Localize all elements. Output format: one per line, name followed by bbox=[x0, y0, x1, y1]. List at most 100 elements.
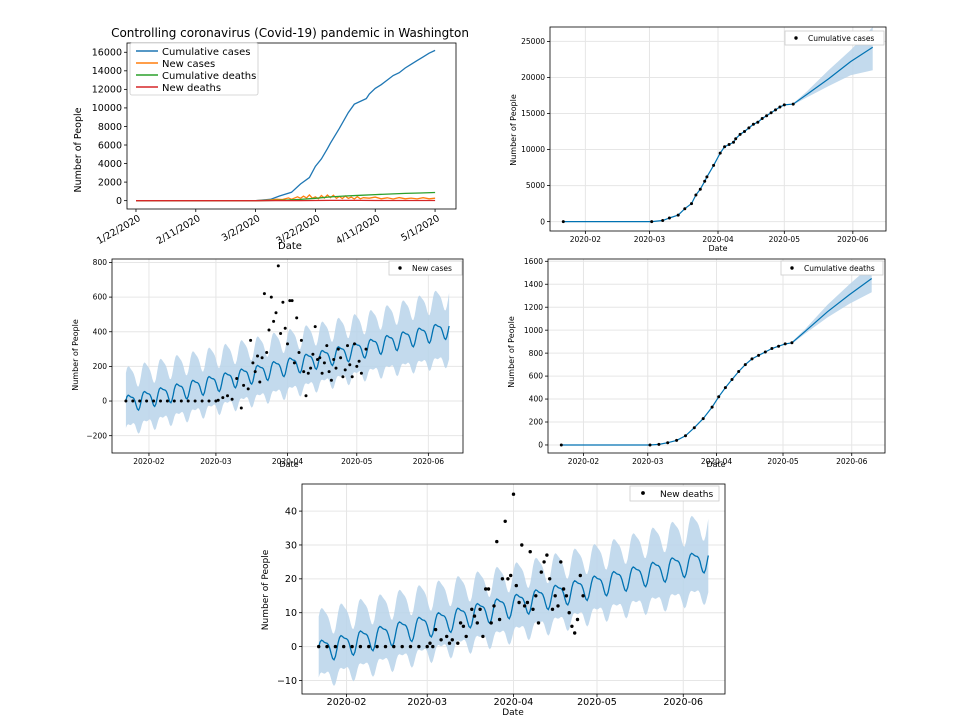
observed-point bbox=[698, 187, 702, 191]
cases-forecast-legend: Cumulative cases bbox=[784, 30, 885, 46]
observed-point bbox=[276, 264, 280, 268]
legend-label-cumulative-deaths: Cumulative deaths bbox=[162, 71, 256, 82]
observed-point bbox=[200, 399, 204, 403]
observed-point bbox=[408, 644, 413, 649]
x-tick-label: 2020-05 bbox=[577, 697, 617, 708]
x-tick-label: 2020-06 bbox=[413, 457, 445, 466]
y-tick-label: 1000 bbox=[524, 326, 543, 335]
x-tick-label: 2020-05 bbox=[767, 457, 799, 466]
observed-point bbox=[262, 292, 266, 296]
observed-point bbox=[703, 179, 707, 183]
observed-point bbox=[550, 607, 555, 611]
cases-forecast-ylabel: Number of People bbox=[509, 94, 518, 166]
observed-point bbox=[486, 587, 491, 591]
observed-point bbox=[581, 594, 585, 598]
observed-point bbox=[492, 604, 496, 608]
x-tick-label: 2020-04 bbox=[702, 235, 734, 244]
y-tick-label: 15000 bbox=[521, 109, 545, 118]
observed-point bbox=[281, 300, 285, 304]
observed-point bbox=[350, 375, 354, 379]
observed-point bbox=[249, 338, 253, 342]
x-tick-label: 5/1/2020 bbox=[399, 213, 441, 244]
y-tick-label: 800 bbox=[93, 258, 108, 267]
x-tick-label: 2020-03 bbox=[634, 235, 666, 244]
deaths-forecast-xlabel: Date bbox=[706, 460, 725, 469]
observed-point bbox=[283, 326, 287, 330]
observed-point bbox=[341, 375, 345, 379]
observed-point bbox=[760, 117, 764, 120]
observed-point bbox=[545, 553, 549, 557]
observed-point bbox=[497, 617, 502, 622]
y-tick-label: 4000 bbox=[98, 159, 122, 170]
observed-point bbox=[309, 366, 313, 370]
observed-point bbox=[325, 344, 329, 348]
x-tick-label: 4/11/2020 bbox=[334, 213, 382, 247]
new-deaths-forecast-panel: 2020-02 2020-03 2020-04 2020-05 2020-06 −10 0 1… bbox=[261, 483, 726, 718]
observed-point bbox=[548, 577, 552, 581]
observed-point bbox=[316, 358, 319, 361]
new-cases-forecast-legend: New cases bbox=[388, 260, 463, 276]
x-tick-label: 2020-03 bbox=[632, 457, 664, 466]
forecast-uncertainty-band bbox=[791, 264, 872, 344]
observed-point bbox=[684, 434, 687, 438]
y-tick-label: 0 bbox=[291, 642, 297, 653]
observed-point bbox=[327, 370, 331, 374]
observed-point bbox=[723, 386, 727, 390]
observed-point bbox=[165, 399, 169, 403]
observed-point bbox=[534, 594, 538, 598]
observed-point bbox=[353, 342, 356, 346]
observed-point bbox=[500, 577, 505, 581]
y-tick-label: 2000 bbox=[98, 177, 122, 188]
observed-point bbox=[692, 426, 696, 430]
observed-point bbox=[666, 441, 670, 445]
observed-point bbox=[346, 344, 349, 348]
x-tick-label: 2020-04 bbox=[701, 457, 733, 466]
observed-point bbox=[559, 443, 563, 447]
x-tick-label: 2020-06 bbox=[836, 457, 868, 466]
observed-point bbox=[475, 621, 479, 625]
observed-point bbox=[124, 399, 128, 403]
legend-marker bbox=[641, 491, 645, 495]
observed-point bbox=[400, 644, 404, 649]
y-tick-label: 800 bbox=[529, 349, 544, 358]
observed-point bbox=[509, 573, 513, 578]
plot-frame bbox=[126, 42, 457, 210]
observed-point bbox=[145, 399, 149, 403]
observed-point bbox=[791, 102, 795, 106]
observed-point bbox=[286, 342, 289, 346]
observed-point bbox=[329, 378, 333, 382]
observed-point bbox=[179, 399, 183, 403]
x-tick-label: 2020-02 bbox=[568, 457, 600, 466]
observed-point bbox=[383, 644, 388, 649]
observed-point bbox=[207, 399, 211, 403]
observed-point bbox=[235, 377, 239, 380]
observed-point bbox=[172, 399, 176, 403]
observed-point bbox=[433, 627, 438, 632]
x-tick-label: 2020-02 bbox=[570, 235, 602, 244]
observed-point bbox=[334, 366, 338, 370]
observed-point bbox=[683, 207, 687, 211]
observed-point bbox=[561, 220, 565, 224]
observed-point bbox=[514, 583, 518, 588]
y-tick-label: 10 bbox=[285, 608, 297, 619]
observed-point bbox=[690, 202, 693, 206]
observed-point bbox=[221, 396, 225, 400]
observed-point bbox=[302, 370, 306, 374]
observed-point bbox=[425, 644, 429, 649]
observed-point bbox=[306, 371, 310, 375]
x-tick-label: 2020-02 bbox=[133, 457, 165, 466]
observed-point bbox=[447, 641, 452, 645]
observed-point bbox=[723, 145, 727, 149]
observed-point bbox=[456, 641, 460, 645]
new-deaths-forecast-legend: New deaths bbox=[629, 485, 720, 502]
y-tick-label: 10000 bbox=[92, 103, 122, 114]
x-tick-label: 2020-02 bbox=[327, 697, 367, 708]
observed-point bbox=[392, 644, 396, 649]
y-tick-label: 30 bbox=[285, 540, 297, 551]
observed-point bbox=[657, 442, 661, 446]
observed-point bbox=[757, 353, 761, 357]
y-tick-label: 0 bbox=[116, 196, 122, 207]
observed-point bbox=[357, 359, 361, 363]
observed-point bbox=[226, 394, 229, 398]
y-tick-label: −200 bbox=[86, 431, 107, 440]
